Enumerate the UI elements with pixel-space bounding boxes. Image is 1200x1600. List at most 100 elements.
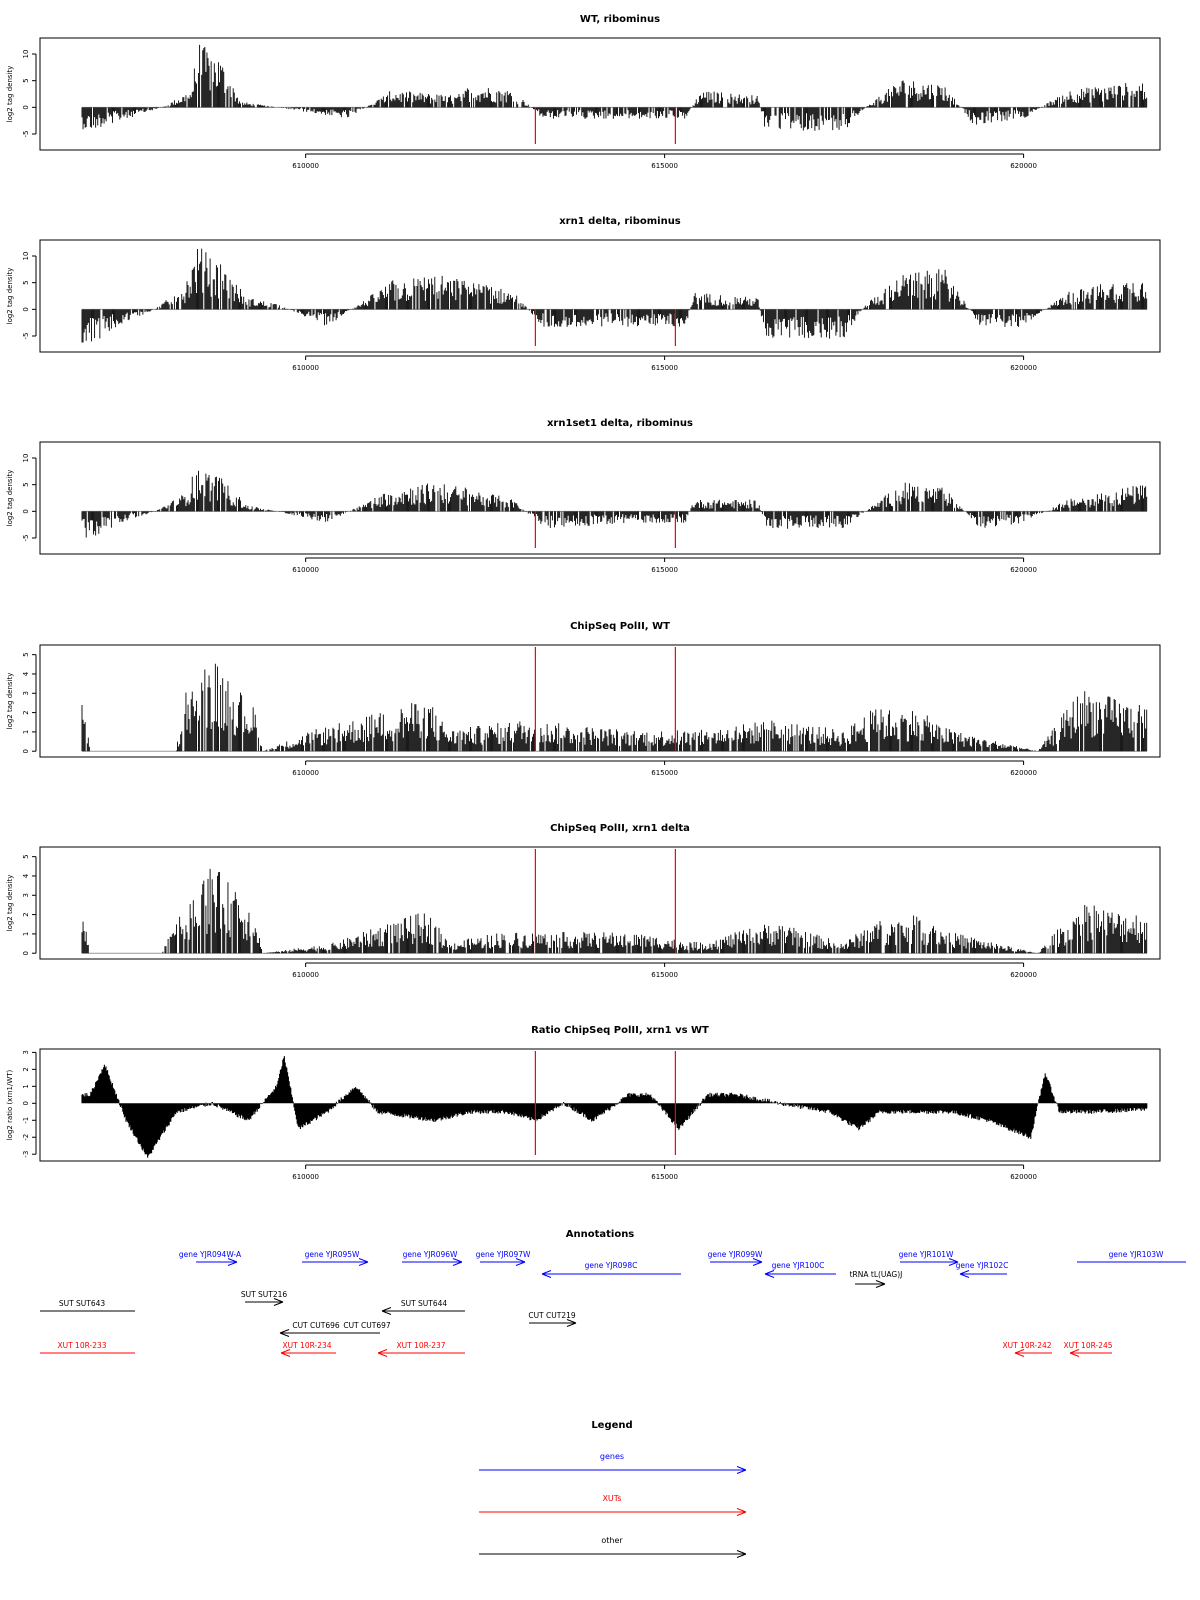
- legend-arrow-head: [736, 1466, 747, 1474]
- x-tick-label: 610000: [292, 566, 319, 574]
- chart-panel: Ratio ChipSeq PolII, xrn1 vs WT -3 -2 -1 0 1 2…: [6, 1025, 1161, 1181]
- legend-item: XUTs: [479, 1494, 747, 1516]
- feature: gene YJR097W: [476, 1250, 531, 1266]
- x-tick-label: 615000: [651, 971, 678, 979]
- y-tick-label: -5: [22, 333, 30, 340]
- feature-label: CUT CUT219: [528, 1311, 576, 1320]
- feature: CUT CUT697: [343, 1321, 391, 1334]
- feature-label: XUT 10R-245: [1063, 1341, 1112, 1350]
- legend-item: other: [479, 1536, 747, 1558]
- x-tick-label: 620000: [1010, 971, 1037, 979]
- legend-item-label: other: [601, 1536, 623, 1545]
- chart-title: ChipSeq PolII, xrn1 delta: [550, 823, 690, 834]
- y-tick-label: -2: [22, 1134, 30, 1141]
- annotations-title: Annotations: [566, 1229, 635, 1240]
- chart-panel: ChipSeq PolII, xrn1 delta 0 1 2 3 4 5 log2 tag …: [6, 823, 1161, 979]
- plot-frame: [39, 441, 1161, 555]
- x-tick-label: 620000: [1010, 162, 1037, 170]
- feature: XUT 10R-233: [40, 1341, 135, 1354]
- feature: XUT 10R-242: [1002, 1341, 1052, 1357]
- bar-series: [81, 868, 1148, 954]
- plot-frame: [39, 846, 1161, 960]
- x-tick-label: 610000: [292, 971, 319, 979]
- feature-label: gene YJR096W: [403, 1250, 458, 1259]
- y-tick-label: -5: [22, 131, 30, 138]
- x-tick-label: 615000: [651, 769, 678, 777]
- y-axis-label: log2 tag density: [6, 673, 14, 730]
- x-tick-label: 610000: [292, 162, 319, 170]
- feature-label: gene YJR099W: [708, 1250, 763, 1259]
- feature-arrow-head: [948, 1258, 959, 1266]
- feature-arrow-head: [752, 1258, 763, 1266]
- feature-label: XUT 10R-234: [282, 1341, 331, 1350]
- y-axis-label: log2 tag density: [6, 268, 14, 325]
- feature-arrow-head: [566, 1319, 577, 1327]
- feature-label: gene YJR095W: [305, 1250, 360, 1259]
- x-tick-label: 615000: [651, 364, 678, 372]
- plot-frame: [39, 1048, 1161, 1162]
- y-tick-label: 2: [22, 710, 30, 714]
- y-tick-label: -5: [22, 535, 30, 542]
- y-tick-label: 0: [22, 951, 30, 955]
- chart-title: xrn1 delta, ribominus: [559, 216, 681, 227]
- y-axis-label: log2 tag density: [6, 66, 14, 123]
- bar-series: [81, 663, 1148, 752]
- legend-arrow-head: [736, 1550, 747, 1558]
- y-tick-label: 0: [22, 749, 30, 753]
- x-tick-label: 615000: [651, 162, 678, 170]
- y-tick-label: 5: [22, 280, 30, 284]
- data-bars: [81, 248, 1148, 343]
- annotations-track: Annotations gene YJR094W-A gene YJR095W gen…: [40, 1229, 1186, 1357]
- feature: gene YJR100C: [764, 1261, 836, 1278]
- x-tick-label: 620000: [1010, 566, 1037, 574]
- feature: gene YJR099W: [708, 1250, 763, 1266]
- y-axis-label: log2 tag density: [6, 470, 14, 527]
- chart-title: WT, ribominus: [580, 14, 660, 25]
- data-bars: [81, 470, 1148, 538]
- feature-label: CUT CUT696: [292, 1321, 340, 1330]
- y-tick-label: 0: [22, 307, 30, 311]
- chart-title: ChipSeq PolII, WT: [570, 621, 670, 632]
- x-tick-label: 610000: [292, 1173, 319, 1181]
- legend-arrow-head: [736, 1508, 747, 1516]
- y-tick-label: 10: [22, 454, 30, 463]
- y-tick-label: 0: [22, 1101, 30, 1105]
- y-tick-label: 10: [22, 50, 30, 59]
- x-tick-label: 620000: [1010, 364, 1037, 372]
- feature: XUT 10R-237: [377, 1341, 465, 1357]
- feature-arrow-head: [1069, 1349, 1080, 1357]
- x-tick-label: 615000: [651, 566, 678, 574]
- y-tick-label: 2: [22, 912, 30, 916]
- plot-frame: [39, 644, 1161, 758]
- feature-arrow-head: [227, 1258, 238, 1266]
- x-tick-label: 615000: [651, 1173, 678, 1181]
- feature-label: gene YJR098C: [585, 1261, 638, 1270]
- plot-frame: [39, 37, 1161, 151]
- chart-panel: xrn1set1 delta, ribominus -5 0 5 10 log2 tag …: [6, 418, 1161, 574]
- feature-arrow-head: [541, 1270, 552, 1278]
- feature-arrow-head: [875, 1280, 886, 1288]
- legend-item-label: XUTs: [602, 1494, 621, 1503]
- y-tick-label: 0: [22, 509, 30, 513]
- x-tick-label: 620000: [1010, 769, 1037, 777]
- y-axis-label: log2 ratio (xrn1/WT): [6, 1069, 14, 1140]
- feature-arrow-head: [764, 1270, 775, 1278]
- feature-label: gene YJR100C: [772, 1261, 825, 1270]
- y-tick-label: 3: [22, 691, 30, 695]
- y-tick-label: 5: [22, 482, 30, 486]
- feature: SUT SUT644: [381, 1299, 465, 1315]
- feature-label: tRNA tL(UAG)J: [850, 1270, 903, 1279]
- chart-title: Ratio ChipSeq PolII, xrn1 vs WT: [531, 1025, 709, 1036]
- chart-panel: xrn1 delta, ribominus -5 0 5 10 log2 tag dens…: [6, 216, 1161, 372]
- legend-title: Legend: [591, 1420, 632, 1431]
- feature-label: XUT 10R-233: [57, 1341, 106, 1350]
- feature-arrow-head: [279, 1329, 290, 1337]
- chart-panel: ChipSeq PolII, WT 0 1 2 3 4 5 log2 tag density 6…: [6, 621, 1161, 777]
- feature: CUT CUT696: [279, 1321, 350, 1337]
- feature-label: SUT SUT216: [241, 1290, 288, 1299]
- feature: tRNA tL(UAG)J: [850, 1270, 903, 1288]
- feature-label: XUT 10R-242: [1002, 1341, 1051, 1350]
- y-tick-label: 3: [22, 1050, 30, 1054]
- y-tick-label: 3: [22, 893, 30, 897]
